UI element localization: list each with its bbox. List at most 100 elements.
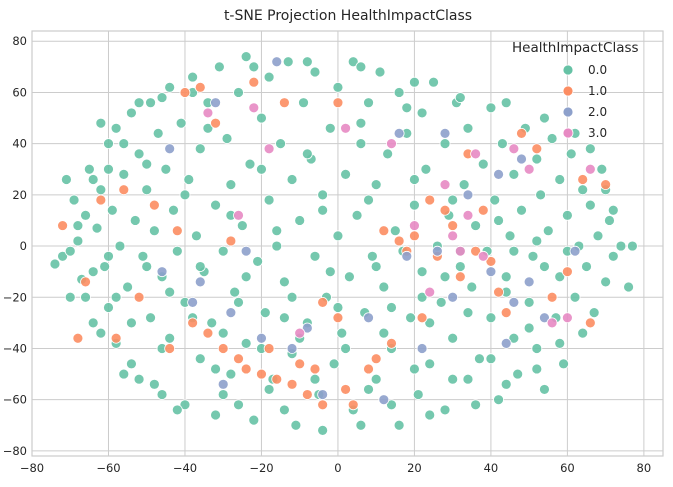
scatter-point [546, 317, 558, 329]
scatter-point [233, 209, 244, 221]
scatter-point [324, 266, 336, 278]
scatter-point [248, 61, 260, 73]
scatter-point [382, 148, 394, 160]
scatter-point [118, 168, 130, 180]
scatter-point [554, 174, 566, 185]
scatter-point [474, 353, 485, 365]
scatter-point [206, 317, 218, 329]
scatter-point [240, 245, 252, 257]
scatter-point [386, 337, 397, 349]
series-1.0 [57, 76, 612, 411]
scatter-point [164, 81, 176, 93]
scatter-point [508, 332, 520, 344]
scatter-point [317, 296, 329, 308]
scatter-point [504, 230, 516, 242]
scatter-point [324, 122, 336, 134]
legend-label: 3.0 [588, 126, 607, 140]
scatter-point [210, 97, 221, 109]
scatter-point [370, 261, 382, 272]
scatter-point [378, 281, 390, 293]
y-tick-label: −60 [3, 393, 27, 407]
legend-label: 1.0 [588, 84, 607, 98]
scatter-point [412, 389, 424, 400]
scatter-point [137, 250, 149, 262]
legend-title: HealthImpactClass [512, 40, 639, 56]
scatter-point [531, 143, 543, 155]
scatter-point [500, 337, 512, 349]
scatter-point [236, 220, 248, 231]
axes-frame [31, 30, 664, 457]
scatter-point [447, 291, 459, 303]
scatter-point [233, 87, 244, 98]
scatter-point [64, 245, 76, 257]
legend[interactable]: HealthImpactClass 0.0 1.0 2.0 3.0 [512, 40, 639, 140]
scatter-point [194, 353, 206, 365]
scatter-point [141, 261, 153, 272]
scatter-point [271, 240, 283, 252]
scatter-point [263, 384, 275, 395]
scatter-point [539, 384, 550, 395]
scatter-point [523, 163, 535, 175]
scatter-point [424, 317, 436, 329]
scatter-point [351, 209, 363, 221]
scatter-point [175, 117, 187, 129]
scatter-point [256, 332, 267, 344]
scatter-point [424, 358, 436, 370]
scatter-point [477, 204, 489, 216]
scatter-point [187, 317, 199, 329]
scatter-point [256, 368, 267, 380]
scatter-point [447, 230, 459, 242]
chart-title: t-SNE Projection HealthImpactClass [224, 8, 472, 24]
scatter-point [210, 363, 221, 375]
scatter-point [539, 112, 550, 124]
scatter-point [496, 138, 508, 150]
scatter-point [470, 399, 482, 411]
scatter-point [317, 189, 329, 201]
scatter-point [424, 194, 436, 206]
scatter-point [61, 174, 72, 185]
scatter-point [439, 138, 451, 150]
scatter-point [332, 312, 344, 324]
plot-frame [31, 30, 664, 457]
scatter-point [416, 266, 428, 278]
scatter-point [409, 76, 420, 88]
scatter-point [164, 332, 176, 344]
scatter-point [213, 61, 225, 73]
data-points [49, 51, 638, 436]
scatter-point [627, 240, 638, 252]
scatter-point [347, 56, 359, 68]
scatter-point [282, 56, 294, 68]
scatter-point [309, 250, 321, 262]
scatter-point [485, 353, 497, 365]
scatter-point [565, 148, 577, 160]
scatter-point [171, 404, 183, 416]
scatter-point [439, 179, 451, 191]
scatter-point [363, 194, 374, 206]
scatter-point [584, 163, 596, 175]
scatter-point [301, 389, 313, 400]
scatter-point [286, 291, 298, 303]
x-tick-label: 60 [560, 461, 575, 475]
scatter-point [148, 199, 160, 211]
scatter-point [393, 87, 405, 98]
scatter-point [202, 327, 214, 339]
scatter-point [607, 250, 619, 262]
scatter-point [156, 92, 168, 103]
scatter-point [145, 312, 156, 324]
scatter-point [156, 389, 168, 400]
scatter-point [290, 419, 302, 431]
scatter-point [539, 261, 550, 272]
scatter-point [584, 317, 596, 329]
scatter-point [225, 179, 237, 191]
scatter-point [317, 204, 329, 216]
scatter-point [462, 307, 474, 319]
scatter-point [401, 102, 413, 114]
scatter-point [332, 302, 344, 313]
scatter-point [378, 225, 390, 237]
scatter-point [91, 222, 103, 234]
grid [31, 31, 663, 456]
tick-labels: −80 −60 −40 −20 0 20 40 60 80 −80 −60 −40 −20 0 20 40 60… [3, 34, 651, 475]
scatter-point [294, 358, 306, 370]
scatter-point [409, 363, 420, 375]
y-tick-label: −80 [3, 444, 27, 458]
